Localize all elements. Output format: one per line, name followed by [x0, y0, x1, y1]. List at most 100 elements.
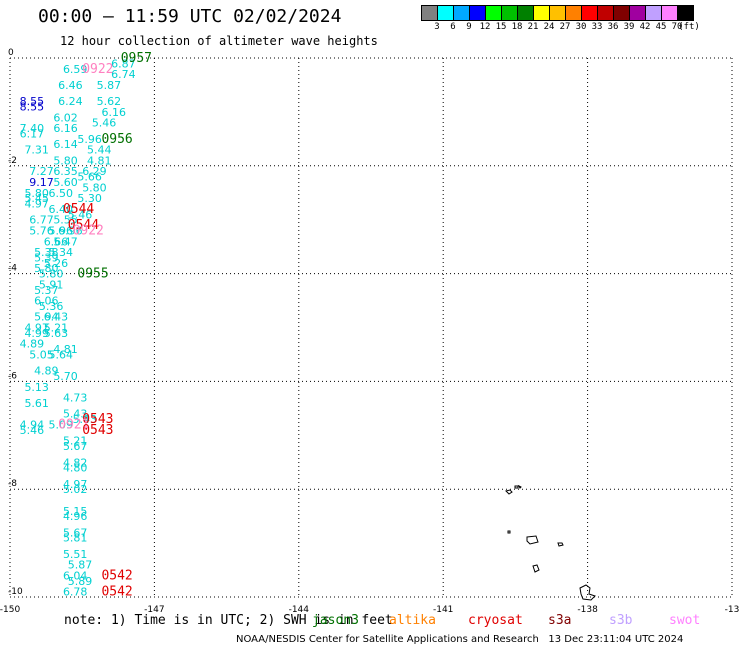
wave-height-value: 5.15 — [63, 505, 88, 518]
color-scale-legend — [421, 5, 694, 21]
legend-label: 33 — [591, 22, 603, 32]
wave-height-value: 5.46 — [68, 208, 93, 221]
wave-height-value: 6.46 — [58, 79, 82, 92]
wave-height-value: 5.80 — [39, 268, 64, 281]
legend-label: 30 — [575, 22, 587, 32]
wave-height-value: 5.64 — [49, 348, 74, 361]
satellite-name: s3a — [548, 613, 572, 628]
wave-height-value: 5.80 — [24, 187, 49, 200]
pass-time-label: 0956 — [101, 132, 132, 147]
wave-height-value: 7.31 — [24, 144, 49, 157]
legend-label: 3 — [434, 22, 440, 32]
pass-time-label: 0544 — [68, 218, 99, 233]
wave-height-value: 6.16 — [101, 106, 126, 119]
wave-height-value: 5.94 — [34, 311, 59, 324]
wave-height-value: 6.66 — [44, 235, 68, 248]
wave-height-value: 5.05 — [29, 348, 54, 361]
wave-height-value: 5.26 — [44, 257, 68, 270]
wave-height-value: 6.35 — [53, 165, 78, 178]
legend-swatch — [677, 5, 694, 21]
pass-time-label: 0922 — [82, 62, 113, 77]
wave-height-value: 5.89 — [68, 575, 93, 588]
wave-height-value: 6.77 — [29, 214, 54, 227]
wave-height-value: 4.99 — [24, 327, 49, 340]
wave-height-value: 6.78 — [63, 586, 88, 599]
legend-label: 27 — [559, 22, 571, 32]
wave-height-value: 5.51 — [63, 548, 88, 561]
pass-time-label: 0543 — [82, 423, 113, 438]
wave-height-value: 6.14 — [53, 138, 78, 151]
wave-height-value: 5.02 — [63, 483, 88, 496]
pass-time-label: 0542 — [101, 585, 132, 600]
wave-height-value: 6.02 — [53, 111, 78, 124]
island-outline — [532, 564, 540, 573]
wave-height-value: 5.96 — [49, 224, 74, 237]
wave-height-value: 4.89 — [20, 338, 45, 351]
wave-height-value: 5.34 — [49, 246, 74, 259]
pass-time-label: 0955 — [77, 267, 108, 282]
wave-height-value: 6.06 — [34, 295, 59, 308]
wave-height-value: 6.24 — [58, 95, 82, 108]
legend-label: 6 — [450, 22, 456, 32]
legend-label: 36 — [607, 22, 619, 32]
island-outline — [507, 530, 511, 534]
wave-height-value: 5.70 — [53, 370, 78, 383]
legend-label: 18 — [511, 22, 523, 32]
legend-label: 21 — [527, 22, 539, 32]
pass-time-label: 0922 — [73, 223, 104, 238]
wave-height-value: 5.36 — [39, 300, 64, 313]
satellite-name: jason3 — [312, 613, 359, 628]
satellite-name: swot — [669, 613, 701, 628]
wave-height-value: 5.30 — [77, 192, 102, 205]
wave-height-value: 6.29 — [82, 165, 107, 178]
legend-label: 70 — [671, 22, 683, 32]
wave-height-value: 5.39 — [34, 251, 59, 264]
wave-height-value: 4.89 — [34, 365, 59, 378]
wave-height-value: 5.43 — [63, 408, 88, 421]
island-outline — [579, 584, 596, 601]
legend-label: 15 — [495, 22, 507, 32]
x-tick-label: -138 — [577, 605, 598, 615]
wave-height-value: 4.81 — [53, 343, 78, 356]
wave-height-value: 4.80 — [63, 462, 88, 475]
legend-label: 42 — [639, 22, 651, 32]
x-tick-label: -141 — [433, 605, 453, 615]
wave-height-value: 5.76 — [29, 224, 54, 237]
wave-height-value: 5.80 — [82, 181, 107, 194]
wave-height-value: 8.55 — [20, 101, 45, 114]
wave-height-value: 5.80 — [53, 154, 78, 167]
island-outline — [526, 535, 539, 545]
x-tick-label: -150 — [0, 605, 20, 615]
island-outline — [505, 489, 513, 495]
wave-height-value: 5.46 — [92, 117, 117, 130]
wave-height-value: 4.81 — [87, 154, 112, 167]
y-tick-label: -10 — [8, 587, 23, 597]
wave-height-value: 5.67 — [63, 526, 88, 539]
y-tick-label: 0 — [8, 48, 14, 58]
wave-height-value: 5.44 — [87, 144, 112, 157]
pass-time-label: 0544 — [63, 202, 94, 217]
y-tick-label: -6 — [8, 371, 17, 381]
legend-label: 24 — [543, 22, 555, 32]
wave-height-value: 6.04 — [63, 569, 88, 582]
pass-time-label: 0957 — [121, 51, 152, 66]
y-tick-label: -2 — [8, 156, 17, 166]
wave-height-value: 6.59 — [63, 63, 88, 76]
wave-height-value: 5.87 — [68, 559, 93, 572]
wave-height-value: 9.17 — [29, 176, 54, 189]
footnote: note: 1) Time is in UTC; 2) SWH is in fe… — [64, 613, 393, 628]
wave-height-value: 5.62 — [97, 95, 122, 108]
wave-height-value: 5.81 — [63, 532, 88, 545]
wave-height-value: 4.94 — [20, 419, 45, 432]
legend-label: 12 — [479, 22, 491, 32]
wave-height-value: 5.63 — [44, 327, 68, 340]
satellite-name: cryosat — [468, 613, 523, 628]
island-outline — [514, 485, 519, 489]
map-subtitle: 12 hour collection of altimeter wave hei… — [60, 34, 378, 48]
pass-time-label: 0542 — [101, 568, 132, 583]
wave-height-value: 4.97 — [63, 478, 88, 491]
wave-height-value: 6.16 — [53, 122, 78, 135]
wave-height-value: 4.73 — [63, 392, 88, 405]
pass-time-label: 0543 — [82, 412, 113, 427]
